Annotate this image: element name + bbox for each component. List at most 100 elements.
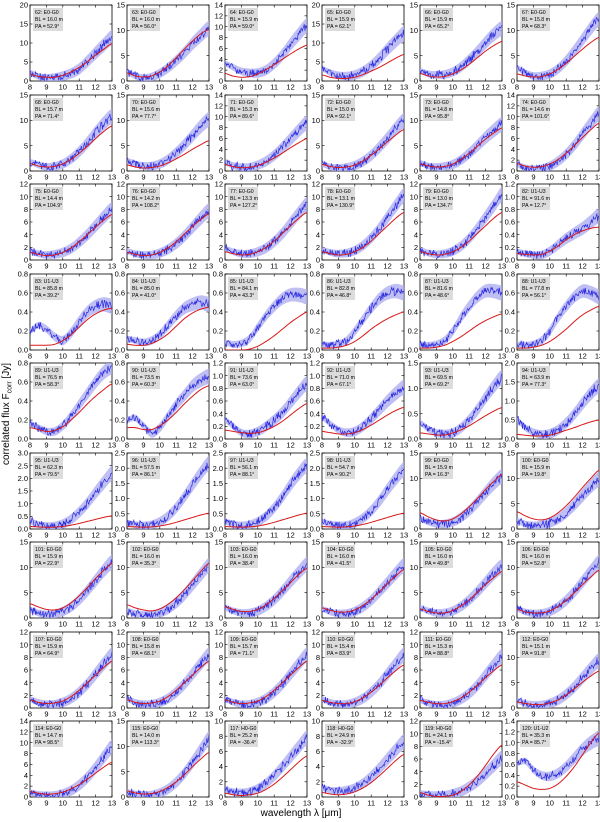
x-tick-label: 10 [351, 710, 359, 719]
x-tick-label: 11 [367, 531, 375, 540]
y-tick-label: 5 [24, 141, 28, 150]
x-tick-label: 12 [383, 262, 391, 271]
y-tick-label: 0 [24, 77, 28, 86]
x-tick-label: 10 [156, 531, 164, 540]
position-angle: PA = 12.7° [522, 203, 546, 209]
x-tick-label: 9 [44, 710, 48, 719]
plot-area [30, 297, 112, 346]
x-tick-label: 9 [336, 710, 340, 719]
x-tick-label: 10 [254, 262, 262, 271]
x-tick-label: 13 [205, 799, 213, 808]
plot-area [225, 457, 307, 529]
x-tick-label: 10 [351, 441, 359, 450]
y-tick-label: 0.6 [310, 289, 320, 298]
info-box-background [325, 8, 355, 31]
panel-98: 0.0 0.5 1.0 1.5 2.0 2.5 8 9 10 11 12 13 98: U1-U3BL … [310, 449, 409, 540]
y-tick-label: 5 [511, 499, 515, 508]
observed-error-band [225, 115, 307, 171]
y-tick-label: 6 [414, 755, 418, 764]
y-tick-label: 2 [24, 243, 28, 252]
baseline-length: BL = 16.0 m [132, 17, 160, 23]
y-tick-label: 1.0 [505, 738, 515, 747]
x-tick-label: 10 [254, 83, 262, 92]
y-tick-label: 0 [414, 793, 418, 802]
y-tick-label: 2.5 [213, 449, 223, 458]
x-tick-label: 9 [44, 352, 48, 361]
x-tick-label: 8 [223, 83, 227, 92]
baseline-length: BL = 15.8 m [522, 17, 550, 23]
x-tick-label: 12 [578, 799, 586, 808]
x-tick-label: 10 [59, 531, 67, 540]
y-tick-label: 0.0 [310, 346, 320, 355]
position-angle: PA = 68.1° [132, 651, 156, 657]
x-tick-label: 8 [515, 620, 519, 629]
y-tick-label: 0.2 [408, 327, 418, 336]
observed-series-line [30, 651, 112, 708]
panel-id-baseline: 100: E0-G0 [522, 458, 549, 464]
model-series-line [127, 140, 209, 169]
model-series-line [127, 751, 209, 795]
y-tick-label: 1.5 [213, 479, 223, 488]
y-tick-label: 0 [511, 525, 515, 534]
x-tick-label: 13 [400, 352, 408, 361]
y-tick-label: 0 [511, 167, 515, 176]
x-tick-label: 11 [75, 262, 83, 271]
observed-series-line [127, 462, 209, 529]
x-tick-label: 10 [254, 799, 262, 808]
x-tick-label: 9 [141, 799, 145, 808]
x-tick-label: 10 [156, 620, 164, 629]
x-tick-label: 9 [531, 173, 535, 182]
panel-id-baseline: 87: U1-U3 [425, 279, 449, 285]
y-tick-label: 0.8 [213, 270, 223, 279]
x-tick-label: 9 [434, 352, 438, 361]
y-tick-label: 2.0 [18, 474, 28, 483]
y-tick-label: 8 [219, 33, 223, 42]
y-tick-label: 5 [511, 51, 515, 60]
y-tick-label: 4 [219, 230, 223, 239]
y-tick-label: 0 [219, 256, 223, 265]
x-tick-label: 12 [91, 352, 99, 361]
x-tick-label: 13 [303, 710, 311, 719]
y-tick-label: 0 [316, 256, 320, 265]
y-tick-label: 12 [20, 628, 28, 637]
position-angle: PA = 127.2° [230, 203, 257, 209]
model-series-line [225, 403, 307, 434]
y-tick-label: 10 [117, 640, 125, 649]
x-tick-label: 12 [383, 531, 391, 540]
y-tick-label: 0 [24, 793, 28, 802]
baseline-length: BL = 54.7 m [327, 465, 355, 471]
y-tick-label: 20 [312, 1, 320, 10]
y-tick-label: 15 [507, 538, 515, 547]
y-tick-label: 0.4 [310, 308, 320, 317]
y-tick-label: 1.0 [115, 494, 125, 503]
y-tick-label: 0.4 [505, 771, 515, 780]
y-tick-label: 0.4 [505, 308, 515, 317]
x-tick-label: 8 [418, 352, 422, 361]
position-angle: PA = 68.3° [522, 24, 546, 30]
x-tick-label: 8 [28, 531, 32, 540]
y-tick-label: 8 [511, 123, 515, 132]
x-tick-label: 9 [336, 352, 340, 361]
plot-area [322, 733, 404, 796]
model-series-line [30, 761, 112, 795]
x-tick-label: 9 [239, 173, 243, 182]
y-tick-label: 8 [24, 205, 28, 214]
plot-area [322, 25, 404, 81]
x-tick-label: 11 [270, 83, 278, 92]
info-box-background [520, 635, 550, 658]
x-tick-label: 11 [75, 352, 83, 361]
y-tick-label: 12 [312, 180, 320, 189]
x-tick-label: 12 [481, 441, 489, 450]
observed-series-line [517, 383, 599, 439]
y-tick-label: 0.0 [310, 435, 320, 444]
